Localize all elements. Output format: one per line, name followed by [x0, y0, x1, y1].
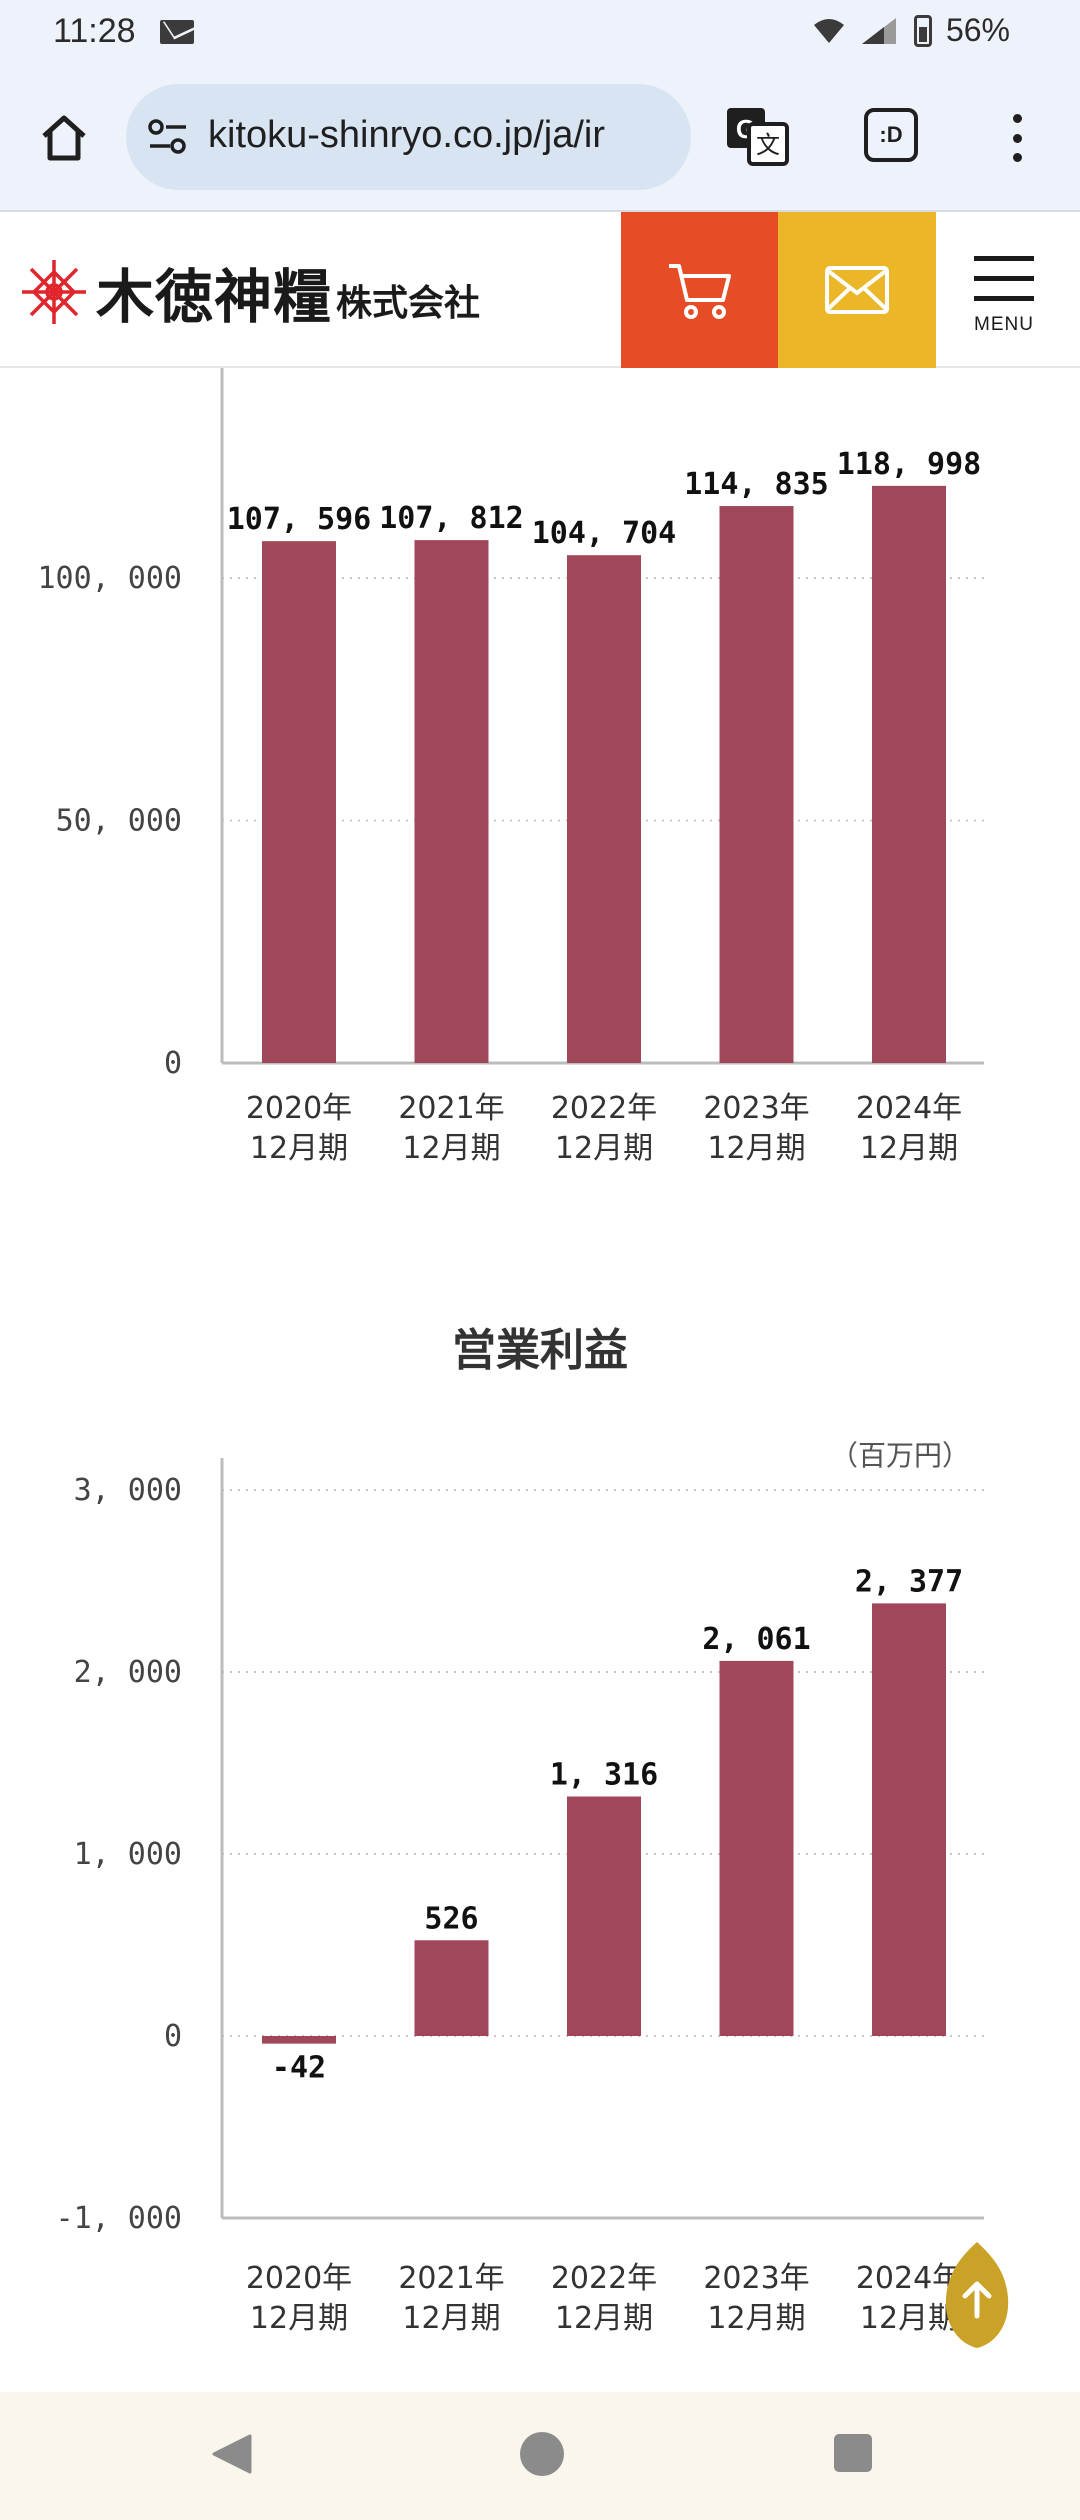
svg-text:文: 文 [756, 131, 780, 159]
sales-category-label: 12月期 [250, 1131, 348, 1166]
sales-category-label: 2023年 [703, 1091, 809, 1126]
dot-icon [1012, 133, 1022, 143]
battery-icon [913, 14, 932, 47]
op-bar [262, 2036, 336, 2044]
menu-label: MENU [974, 314, 1034, 335]
sales-category-label: 2022年 [551, 1091, 657, 1126]
sales-category-label: 2024年 [856, 1091, 962, 1126]
sales-y-tick-label: 0 [164, 1046, 182, 1081]
op-category-label: 12月期 [555, 2301, 653, 2336]
op-y-tick-label: 1, 000 [74, 1837, 182, 1872]
recents-icon[interactable] [834, 2434, 872, 2472]
site-header: 木徳神糧 株式会社 MENU [0, 212, 1080, 368]
status-time: 11:28 [53, 12, 136, 50]
sales-category-label: 12月期 [555, 1131, 653, 1166]
arrow-up-icon [962, 2281, 992, 2319]
home-button[interactable] [30, 104, 98, 172]
op-category-label: 12月期 [250, 2301, 348, 2336]
sales-value-label: 107, 596 [227, 502, 372, 537]
op-value-label: 526 [424, 1901, 478, 1936]
ir-content: 0 50, 000 100, 000 107, 596 2020年 12月期 107, 81… [0, 368, 1080, 2392]
sales-value-label: 114, 835 [684, 467, 829, 502]
op-category-label: 2024年 [856, 2261, 962, 2296]
status-indicators: 56% [812, 12, 1010, 49]
status-bar: 11:28 56% [0, 0, 1080, 64]
dot-icon [1012, 114, 1022, 123]
scroll-to-top-button[interactable] [944, 2240, 1010, 2350]
browser-toolbar: kitoku-shinryo.co.jp/ja/ir G 文 :D [0, 64, 1080, 212]
op-bar [567, 1796, 641, 2036]
sales-bar [872, 485, 946, 1063]
sales-y-tick-label: 50, 000 [56, 804, 182, 839]
site-settings-icon[interactable] [146, 115, 190, 159]
op-category-label: 12月期 [402, 2301, 500, 2336]
sales-category-label: 12月期 [402, 1131, 500, 1166]
sales-value-label: 107, 812 [379, 501, 524, 536]
snowflake-logo-icon [22, 260, 86, 324]
op-value-label: 2, 377 [855, 1564, 963, 1599]
home-icon [42, 115, 86, 161]
op-bar [872, 1603, 946, 2036]
op-category-label: 12月期 [707, 2301, 805, 2336]
wifi-icon [813, 18, 844, 43]
translate-icon[interactable]: G 文 [725, 104, 789, 168]
op-value-label: 1, 316 [550, 1757, 658, 1792]
op-y-tick-label: 2, 000 [74, 1655, 182, 1690]
sales-category-label: 2021年 [398, 1091, 504, 1126]
site-menu-button[interactable]: MENU [936, 212, 1080, 368]
sales-bar [567, 555, 641, 1063]
op-value-label: -42 [272, 2051, 326, 2086]
op-category-label: 2022年 [551, 2261, 657, 2296]
op-y-tick-label: -1, 000 [56, 2201, 182, 2236]
hamburger-line [974, 296, 1034, 301]
browser-menu-button[interactable] [1000, 104, 1034, 172]
sales-value-label: 104, 704 [532, 516, 677, 551]
sales-value-label: 118, 998 [837, 447, 982, 482]
home-nav-icon[interactable] [520, 2432, 564, 2476]
op-value-label: 2, 061 [702, 1622, 810, 1657]
op-y-tick-label: 3, 000 [74, 1473, 182, 1508]
op-category-label: 2020年 [246, 2261, 352, 2296]
sales-category-label: 12月期 [707, 1131, 805, 1166]
sales-y-tick-label: 100, 000 [38, 561, 183, 596]
sales-category-label: 12月期 [860, 1131, 958, 1166]
sales-bar [262, 541, 336, 1063]
op-category-label: 2023年 [703, 2261, 809, 2296]
address-bar[interactable]: kitoku-shinryo.co.jp/ja/ir [126, 84, 691, 190]
op-category-label: 12月期 [860, 2301, 958, 2336]
mail-icon [825, 266, 889, 314]
tab-switcher-button[interactable]: :D [864, 108, 918, 162]
sales-bar [414, 540, 489, 1063]
op-bar [414, 1940, 489, 2036]
hamburger-line [974, 276, 1034, 281]
mail-notification-icon [160, 20, 194, 44]
url-text[interactable]: kitoku-shinryo.co.jp/ja/ir [208, 114, 606, 156]
company-name: 木徳神糧 [96, 263, 333, 331]
unit-label: （百万円） [829, 1439, 970, 1472]
sales-bar [719, 506, 794, 1063]
cart-icon [668, 264, 731, 319]
back-icon[interactable] [210, 2432, 254, 2476]
op-bar [719, 1660, 794, 2036]
dot-icon [1012, 153, 1022, 162]
signal-icon [861, 17, 896, 44]
contact-mail-button[interactable] [778, 212, 936, 368]
system-navigation-bar [0, 2392, 1080, 2520]
hamburger-line [974, 256, 1034, 261]
sales-category-label: 2020年 [246, 1091, 352, 1126]
company-type: 株式会社 [336, 283, 481, 324]
operating-profit-bar-chart: -1, 000 0 1, 000 2, 000 3, 000 -42 2020年 12月期 52… [56, 1458, 984, 2336]
cart-button[interactable] [621, 212, 778, 368]
op-y-tick-label: 0 [164, 2019, 182, 2054]
sales-bar-chart: 0 50, 000 100, 000 107, 596 2020年 12月期 107, 81… [38, 368, 984, 1166]
battery-percent: 56% [945, 12, 1010, 48]
site-logo[interactable]: 木徳神糧 株式会社 [18, 254, 481, 331]
op-category-label: 2021年 [398, 2261, 504, 2296]
operating-profit-title: 営業利益 [452, 1325, 628, 1376]
